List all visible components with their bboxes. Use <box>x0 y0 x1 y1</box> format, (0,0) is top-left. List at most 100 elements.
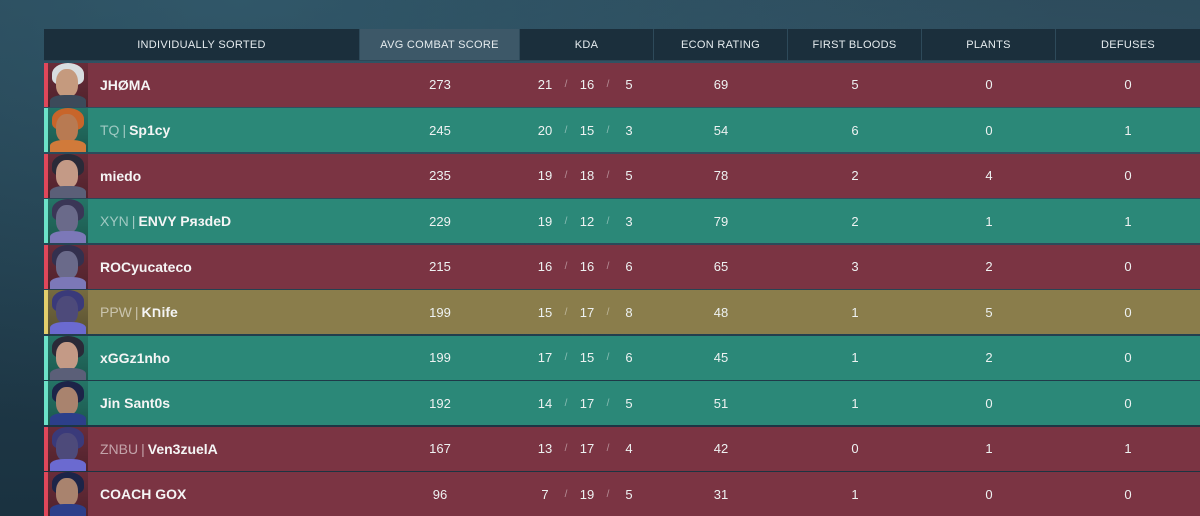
kda-separator: / <box>606 488 610 500</box>
player-name-cell[interactable]: ROCyucateco <box>88 245 360 289</box>
header-sort-mode[interactable]: INDIVIDUALLY SORTED <box>44 29 360 60</box>
player-name-cell[interactable]: JHØMA <box>88 63 360 107</box>
plants-value: 2 <box>985 259 993 274</box>
player-row[interactable]: ZNBU | Ven3zuelA 167 13 / 17 / 4 42 0 1 1 <box>44 426 1200 471</box>
plants-value: 1 <box>985 441 993 456</box>
plants-value: 1 <box>985 213 993 229</box>
agent-portrait <box>48 108 88 152</box>
agent-portrait <box>48 472 88 516</box>
agent-portrait <box>48 426 88 471</box>
agent-face <box>56 68 78 97</box>
kda-separator: / <box>606 397 610 409</box>
econ-value: 51 <box>713 395 729 411</box>
scoreboard: INDIVIDUALLY SORTED AVG COMBAT SCORE KDA… <box>44 29 1200 516</box>
defuses-value: 0 <box>1124 395 1132 411</box>
player-row[interactable]: PPW | Kחife 199 15 / 17 / 8 48 1 5 0 <box>44 290 1200 334</box>
player-row[interactable]: COACH GOX 96 7 / 19 / 5 31 1 0 0 <box>44 472 1200 516</box>
agent-body <box>50 276 86 289</box>
agent-portrait <box>48 62 88 107</box>
player-name-cell[interactable]: PPW | Kחife <box>88 290 360 334</box>
first-bloods-value: 6 <box>851 122 859 138</box>
team-tag: PPW <box>100 304 132 320</box>
agent-portrait <box>48 153 88 198</box>
team-color-stripe <box>44 244 48 289</box>
team-color-stripe <box>44 426 48 471</box>
kda-separator: / <box>606 261 610 272</box>
econ-value: 78 <box>713 168 729 183</box>
kda-cell: 13 / 17 / 4 <box>520 427 654 471</box>
header-first-bloods[interactable]: FIRST BLOODS <box>788 29 922 60</box>
econ-value: 79 <box>713 213 729 229</box>
player-name-cell[interactable]: COACH GOX <box>88 472 360 516</box>
player-row[interactable]: TQ | Sp1cy 245 20 / 15 / 3 54 6 0 1 <box>44 108 1200 152</box>
agent-face <box>56 478 78 506</box>
agent-portrait <box>48 290 88 334</box>
deaths-value: 15 <box>579 350 595 365</box>
player-row[interactable]: xGGz1nho 199 17 / 15 / 6 45 1 2 0 <box>44 335 1200 380</box>
first-bloods-value: 1 <box>851 486 859 502</box>
player-row[interactable]: ROCyucateco 215 16 / 16 / 6 65 3 2 0 <box>44 244 1200 289</box>
header-defuses[interactable]: DEFUSES <box>1100 38 1156 51</box>
agent-body <box>50 367 86 380</box>
defuses-value: 0 <box>1124 304 1132 320</box>
team-color-stripe <box>44 335 48 380</box>
agent-face <box>56 341 78 370</box>
acs-value: 192 <box>429 395 451 411</box>
header-econ-rating[interactable]: ECON RATING <box>654 29 788 60</box>
player-name-cell[interactable]: XYN | ENVY PяɜdeD <box>88 199 360 243</box>
player-name: ENVY PяɜdeD <box>138 213 232 229</box>
assists-value: 5 <box>625 395 633 411</box>
agent-body <box>50 231 86 243</box>
agent-body <box>50 140 86 152</box>
player-name: Sp1cy <box>129 122 171 138</box>
kda-separator: / <box>606 215 610 227</box>
agent-face <box>56 250 78 279</box>
header-kda[interactable]: KDA <box>520 29 654 60</box>
econ-value: 54 <box>713 122 729 138</box>
plants-value: 0 <box>985 395 993 411</box>
kda-separator: / <box>606 79 610 90</box>
tag-separator: | <box>134 304 139 320</box>
assists-value: 3 <box>625 213 633 229</box>
deaths-value: 16 <box>579 77 595 92</box>
econ-value: 65 <box>713 259 729 274</box>
player-name-cell[interactable]: ZNBU | Ven3zuelA <box>88 427 360 471</box>
player-name: Jin Sant0s <box>100 395 171 411</box>
agent-face <box>56 432 78 461</box>
deaths-value: 12 <box>579 213 595 229</box>
agent-face <box>56 159 78 188</box>
player-name: xGGz1nho <box>100 349 171 366</box>
plants-value: 0 <box>985 486 993 502</box>
acs-value: 199 <box>429 304 451 320</box>
tag-separator: | <box>131 213 136 229</box>
player-name-cell[interactable]: miedo <box>88 154 360 198</box>
acs-value: 199 <box>429 350 451 365</box>
team-color-stripe <box>44 62 48 107</box>
player-row[interactable]: XYN | ENVY PяɜdeD 229 19 / 12 / 3 79 2 1 … <box>44 199 1200 243</box>
player-name-cell[interactable]: xGGz1nho <box>88 336 360 380</box>
kda-cell: 19 / 12 / 3 <box>520 199 654 243</box>
kills-value: 16 <box>537 259 553 274</box>
player-name-cell[interactable]: Jin Sant0s <box>88 381 360 425</box>
player-name: Kחife <box>141 304 178 320</box>
player-name: ROCyucateco <box>100 258 192 275</box>
kda-separator: / <box>564 306 568 318</box>
assists-value: 4 <box>625 441 633 456</box>
team-color-stripe <box>44 153 48 198</box>
kda-cell: 19 / 18 / 5 <box>520 154 654 198</box>
agent-portrait <box>48 199 88 243</box>
kda-separator: / <box>564 124 568 136</box>
header-avg-combat-score[interactable]: AVG COMBAT SCORE <box>360 29 520 60</box>
assists-value: 3 <box>625 122 633 138</box>
econ-value: 31 <box>713 486 729 502</box>
assists-value: 8 <box>625 304 633 320</box>
player-row[interactable]: Jin Sant0s 192 14 / 17 / 5 51 1 0 0 <box>44 381 1200 425</box>
header-plants[interactable]: PLANTS <box>922 29 1056 60</box>
player-name: JHØMA <box>100 76 151 93</box>
defuses-value: 0 <box>1124 350 1132 365</box>
player-name-cell[interactable]: TQ | Sp1cy <box>88 108 360 152</box>
player-row[interactable]: JHØMA 273 21 / 16 / 5 69 5 0 0 <box>44 62 1200 107</box>
kda-separator: / <box>564 488 568 500</box>
player-row[interactable]: miedo 235 19 / 18 / 5 78 2 4 0 <box>44 153 1200 198</box>
defuses-value: 1 <box>1124 441 1132 456</box>
